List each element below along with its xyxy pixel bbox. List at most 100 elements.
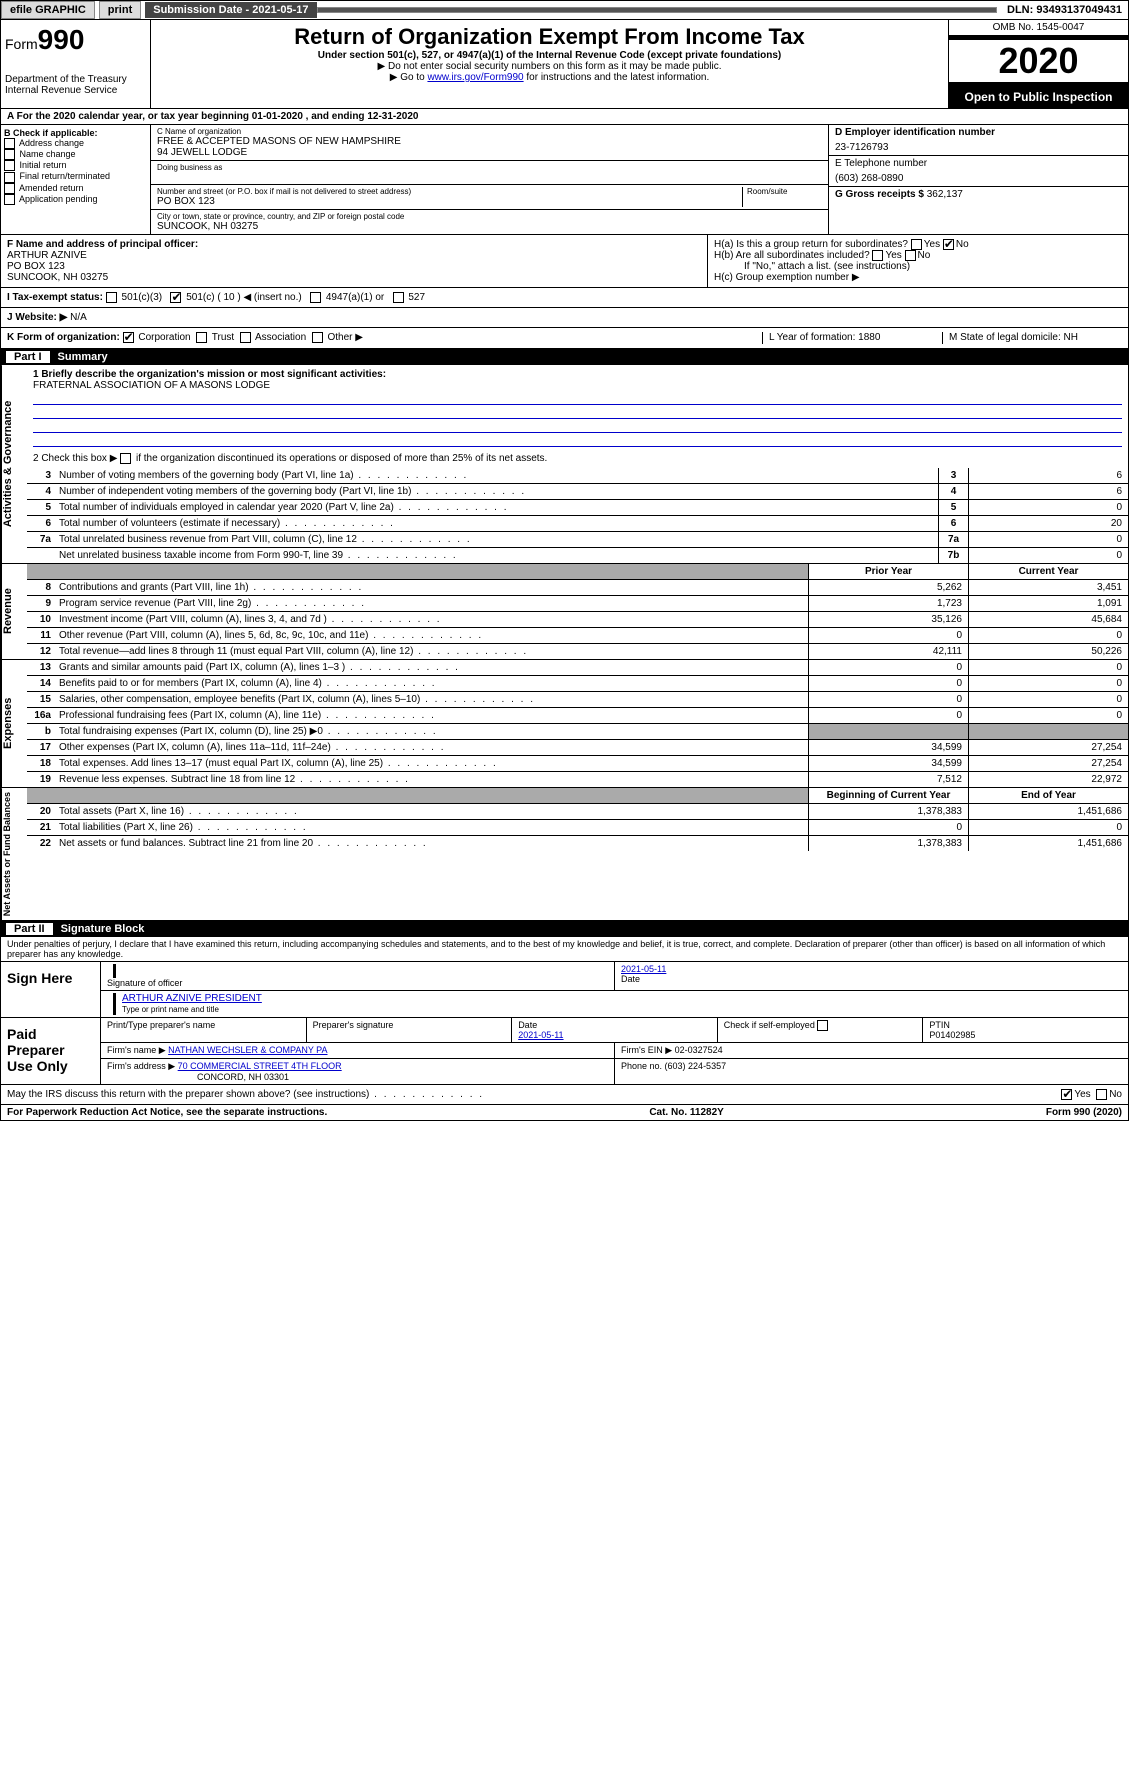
gov-row: 7aTotal unrelated business revenue from … [27,532,1128,548]
row-j-website: J Website: ▶ N/A [0,308,1129,328]
tax-year: 2020 [949,36,1128,86]
form-header: Form990 Department of the Treasury Inter… [0,20,1129,109]
ha-no-checkbox[interactable] [943,239,954,250]
na-row: 20Total assets (Part X, line 16)1,378,38… [27,804,1128,820]
officer-sig-name[interactable]: ARTHUR AZNIVE PRESIDENT [122,993,262,1004]
ptin-val: P01402985 [929,1030,975,1040]
row-a-period: A For the 2020 calendar year, or tax yea… [0,109,1129,125]
sig-date[interactable]: 2021-05-11 [621,964,666,974]
exp-row: 18Total expenses. Add lines 13–17 (must … [27,756,1128,772]
ein-label: D Employer identification number [835,127,995,138]
firm-addr-1[interactable]: 70 COMMERCIAL STREET 4TH FLOOR [178,1061,342,1071]
sig-officer-label: Signature of officer [107,978,182,988]
footer-right: Form 990 (2020) [1046,1107,1122,1118]
phone-val: (603) 268-0890 [835,173,1122,184]
rev-row: 10Investment income (Part VIII, column (… [27,612,1128,628]
begin-year-hdr: Beginning of Current Year [808,788,968,803]
vtab-net-assets: Net Assets or Fund Balances [1,788,27,920]
colb-item[interactable]: Final return/terminated [4,171,147,182]
501c-checkbox[interactable] [170,292,181,303]
colb-item[interactable]: Name change [4,149,147,160]
part-1-header: Part I Summary [0,349,1129,365]
gov-row: 3Number of voting members of the governi… [27,468,1128,484]
discuss-no-checkbox[interactable] [1096,1089,1107,1100]
q2-row: 2 Check this box ▶ if the organization d… [33,453,1122,464]
perjury-text: Under penalties of perjury, I declare th… [0,937,1129,962]
mission-label: 1 Briefly describe the organization's mi… [33,369,386,380]
print-button[interactable]: print [99,1,141,19]
dln: DLN: 93493137049431 [1001,2,1128,18]
firm-name-val[interactable]: NATHAN WECHSLER & COMPANY PA [168,1045,327,1055]
colb-item[interactable]: Amended return [4,183,147,194]
col-d-to-g: D Employer identification number 23-7126… [828,125,1128,234]
mission-val: FRATERNAL ASSOCIATION OF A MASONS LODGE [33,380,1122,391]
open-to-public: Open to Public Inspection [949,86,1128,108]
spacer [317,7,997,13]
ha-yes-checkbox[interactable] [911,239,922,250]
col-b-header: B Check if applicable: [4,128,147,138]
part-1-label: Part I [6,351,50,363]
year-formation: L Year of formation: 1880 [762,332,942,343]
phone-label: E Telephone number [835,158,1122,169]
hb-yes-checkbox[interactable] [872,250,883,261]
exp-row: bTotal fundraising expenses (Part IX, co… [27,724,1128,740]
part-2-title: Signature Block [61,923,145,935]
footer-mid: Cat. No. 11282Y [649,1107,723,1118]
colb-item[interactable]: Initial return [4,160,147,171]
governance-section: Activities & Governance 1 Briefly descri… [0,365,1129,564]
self-emp-label: Check if self-employed [724,1020,815,1030]
revenue-section: Revenue Prior YearCurrent Year 8Contribu… [0,564,1129,660]
other-checkbox[interactable] [312,332,323,343]
4947-checkbox[interactable] [310,292,321,303]
efile-button[interactable]: efile GRAPHIC [1,1,95,19]
addr-label: Number and street (or P.O. box if mail i… [157,187,742,196]
submission-date: Submission Date - 2021-05-17 [145,2,316,18]
col-c-org-info: C Name of organization FREE & ACCEPTED M… [151,125,828,234]
subtitle-3: ▶ Go to www.irs.gov/Form990 for instruct… [155,72,944,83]
self-emp-checkbox[interactable] [817,1020,828,1031]
colb-item[interactable]: Application pending [4,194,147,205]
subtitle-1: Under section 501(c), 527, or 4947(a)(1)… [155,50,944,61]
vtab-governance: Activities & Governance [1,365,27,563]
exp-row: 14Benefits paid to or for members (Part … [27,676,1128,692]
row-i-tax-status: I Tax-exempt status: 501(c)(3) 501(c) ( … [0,288,1129,308]
prep-date-val[interactable]: 2021-05-11 [518,1030,563,1040]
exp-row: 17Other expenses (Part IX, column (A), l… [27,740,1128,756]
section-b-to-g: B Check if applicable: Address change Na… [0,125,1129,235]
na-row: 21Total liabilities (Part X, line 26)00 [27,820,1128,836]
527-checkbox[interactable] [393,292,404,303]
firm-name-label: Firm's name ▶ [107,1045,168,1055]
hb-no-checkbox[interactable] [905,250,916,261]
rev-row: 11Other revenue (Part VIII, column (A), … [27,628,1128,644]
col-b-checkboxes: B Check if applicable: Address change Na… [1,125,151,234]
org-name-2: 94 JEWELL LODGE [157,147,822,158]
colb-item[interactable]: Address change [4,138,147,149]
ha-row: H(a) Is this a group return for subordin… [714,239,1122,250]
footer: For Paperwork Reduction Act Notice, see … [0,1105,1129,1121]
firm-addr-label: Firm's address ▶ [107,1061,178,1071]
rev-row: 9Program service revenue (Part VIII, lin… [27,596,1128,612]
firm-ein: Firm's EIN ▶ 02-0327524 [615,1043,1128,1058]
end-year-hdr: End of Year [968,788,1128,803]
501c3-checkbox[interactable] [106,292,117,303]
assoc-checkbox[interactable] [240,332,251,343]
city-label: City or town, state or province, country… [157,212,822,221]
firm-phone: Phone no. (603) 224-5357 [615,1059,1128,1084]
discuss-yes-checkbox[interactable] [1061,1089,1072,1100]
trust-checkbox[interactable] [196,332,207,343]
sig-date-label: Date [621,974,640,984]
firm-addr-2: CONCORD, NH 03301 [107,1072,289,1082]
form-number: Form990 [5,24,146,56]
hb-note: If "No," attach a list. (see instruction… [714,261,1122,272]
discontinued-checkbox[interactable] [120,453,131,464]
irs-link[interactable]: www.irs.gov/Form990 [427,72,523,83]
org-name-label: C Name of organization [157,127,822,136]
state-domicile: M State of legal domicile: NH [942,332,1122,343]
gov-row: 4Number of independent voting members of… [27,484,1128,500]
addr-val: PO BOX 123 [157,196,742,207]
dba-label: Doing business as [157,163,822,172]
discuss-text: May the IRS discuss this return with the… [7,1089,484,1100]
officer-name: ARTHUR AZNIVE [7,250,701,261]
gov-row: Net unrelated business taxable income fr… [27,548,1128,563]
corp-checkbox[interactable] [123,332,134,343]
